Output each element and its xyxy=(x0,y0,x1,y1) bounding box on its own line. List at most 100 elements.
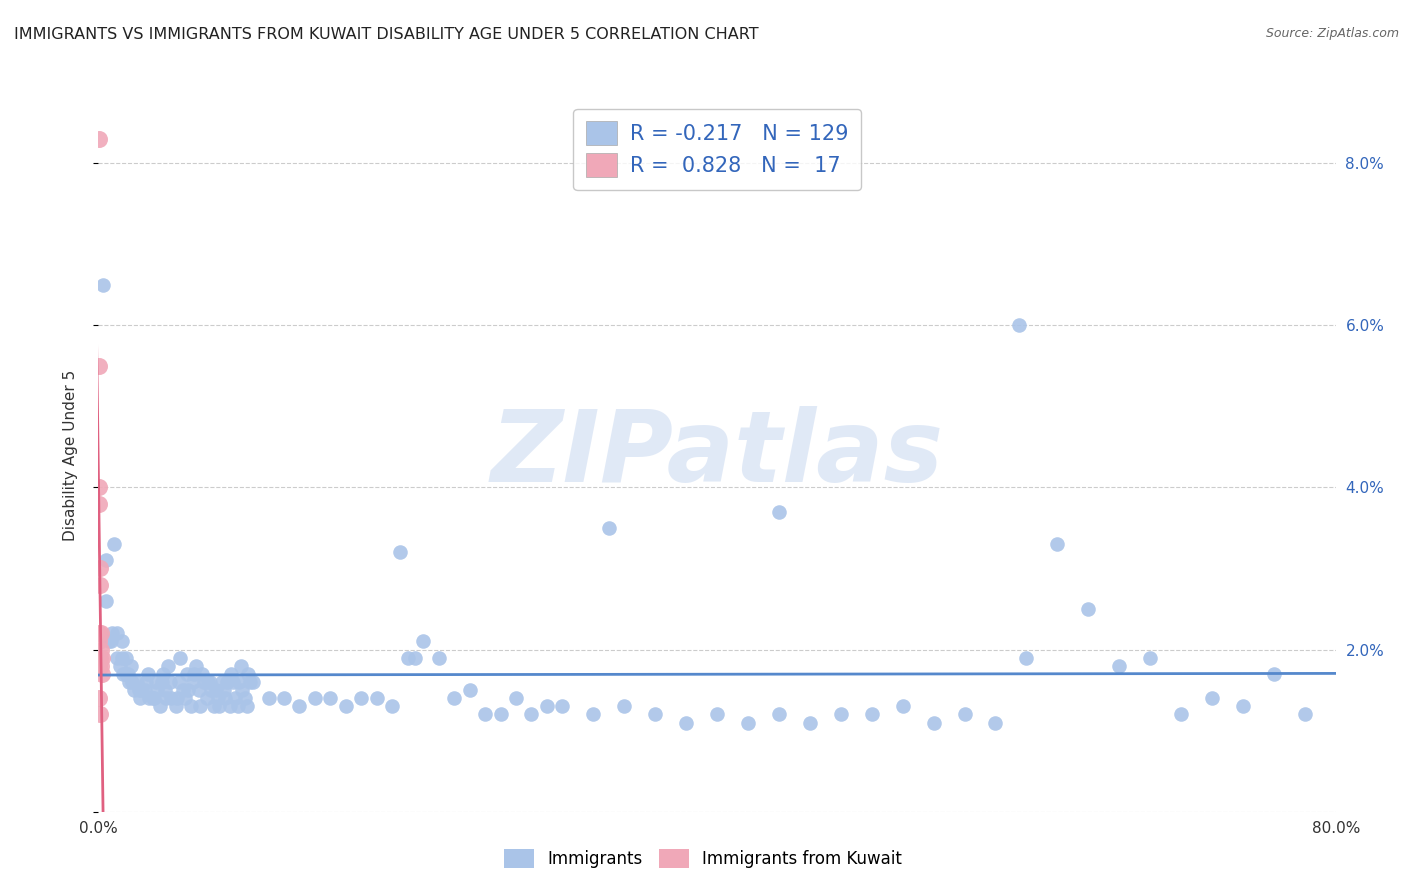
Point xyxy=(239,675,262,690)
Point xyxy=(1046,537,1069,551)
Point xyxy=(675,715,697,730)
Point xyxy=(118,675,141,690)
Point xyxy=(582,707,605,722)
Point xyxy=(89,691,111,706)
Point xyxy=(98,634,121,648)
Point xyxy=(195,691,218,706)
Point xyxy=(173,683,195,698)
Point xyxy=(198,675,221,690)
Point xyxy=(231,683,253,698)
Point xyxy=(458,683,481,698)
Point xyxy=(208,699,231,714)
Point xyxy=(184,658,207,673)
Legend: R = -0.217   N = 129, R =  0.828   N =  17: R = -0.217 N = 129, R = 0.828 N = 17 xyxy=(574,109,860,190)
Point xyxy=(89,497,111,511)
Point xyxy=(89,707,111,722)
Point xyxy=(505,691,527,706)
Point xyxy=(860,707,883,722)
Point xyxy=(226,699,249,714)
Point xyxy=(101,626,124,640)
Point xyxy=(165,699,187,714)
Point xyxy=(222,675,245,690)
Point xyxy=(89,480,111,494)
Point xyxy=(242,675,264,690)
Point xyxy=(381,699,404,714)
Point xyxy=(205,683,228,698)
Point xyxy=(228,675,250,690)
Point xyxy=(177,683,200,698)
Point xyxy=(115,650,138,665)
Point xyxy=(1077,602,1099,616)
Point xyxy=(183,666,205,681)
Text: ZIPatlas: ZIPatlas xyxy=(491,407,943,503)
Point xyxy=(236,699,259,714)
Point xyxy=(174,691,197,706)
Point xyxy=(89,658,111,673)
Point xyxy=(1139,650,1161,665)
Point xyxy=(89,634,111,648)
Point xyxy=(127,675,149,690)
Point xyxy=(180,699,202,714)
Point xyxy=(551,699,574,714)
Point xyxy=(350,691,373,706)
Point xyxy=(1263,666,1285,681)
Point xyxy=(188,683,211,698)
Point xyxy=(176,666,198,681)
Point xyxy=(219,699,242,714)
Point xyxy=(214,691,236,706)
Point xyxy=(90,626,112,640)
Point xyxy=(1294,707,1316,722)
Point xyxy=(238,666,260,681)
Point xyxy=(112,666,135,681)
Point xyxy=(128,683,150,698)
Point xyxy=(136,666,159,681)
Point xyxy=(706,707,728,722)
Point xyxy=(120,658,142,673)
Point xyxy=(89,131,111,145)
Point xyxy=(953,707,976,722)
Point xyxy=(412,634,434,648)
Point xyxy=(155,691,177,706)
Point xyxy=(117,666,139,681)
Point xyxy=(335,699,357,714)
Y-axis label: Disability Age Under 5: Disability Age Under 5 xyxy=(63,369,77,541)
Point xyxy=(193,675,215,690)
Legend: Immigrants, Immigrants from Kuwait: Immigrants, Immigrants from Kuwait xyxy=(498,842,908,875)
Point xyxy=(304,691,326,706)
Point xyxy=(89,577,111,591)
Point xyxy=(166,691,188,706)
Point xyxy=(737,715,759,730)
Point xyxy=(197,675,219,690)
Point xyxy=(427,650,450,665)
Point xyxy=(273,691,295,706)
Point xyxy=(100,634,122,648)
Point xyxy=(131,683,153,698)
Point xyxy=(115,666,138,681)
Point xyxy=(644,707,666,722)
Point xyxy=(111,650,134,665)
Point xyxy=(129,691,152,706)
Point xyxy=(598,521,620,535)
Point xyxy=(257,691,280,706)
Point xyxy=(90,650,112,665)
Point xyxy=(388,545,412,559)
Point xyxy=(396,650,419,665)
Point xyxy=(159,675,181,690)
Point xyxy=(221,666,243,681)
Point xyxy=(922,715,945,730)
Point xyxy=(105,650,128,665)
Point xyxy=(200,683,222,698)
Point xyxy=(153,683,176,698)
Point xyxy=(520,707,543,722)
Point xyxy=(157,658,180,673)
Point xyxy=(443,691,465,706)
Point xyxy=(1170,707,1192,722)
Point xyxy=(90,658,112,673)
Text: IMMIGRANTS VS IMMIGRANTS FROM KUWAIT DISABILITY AGE UNDER 5 CORRELATION CHART: IMMIGRANTS VS IMMIGRANTS FROM KUWAIT DIS… xyxy=(14,27,759,42)
Point xyxy=(146,683,169,698)
Point xyxy=(1015,650,1038,665)
Point xyxy=(89,359,111,373)
Point xyxy=(96,594,118,608)
Point xyxy=(215,675,238,690)
Point xyxy=(319,691,342,706)
